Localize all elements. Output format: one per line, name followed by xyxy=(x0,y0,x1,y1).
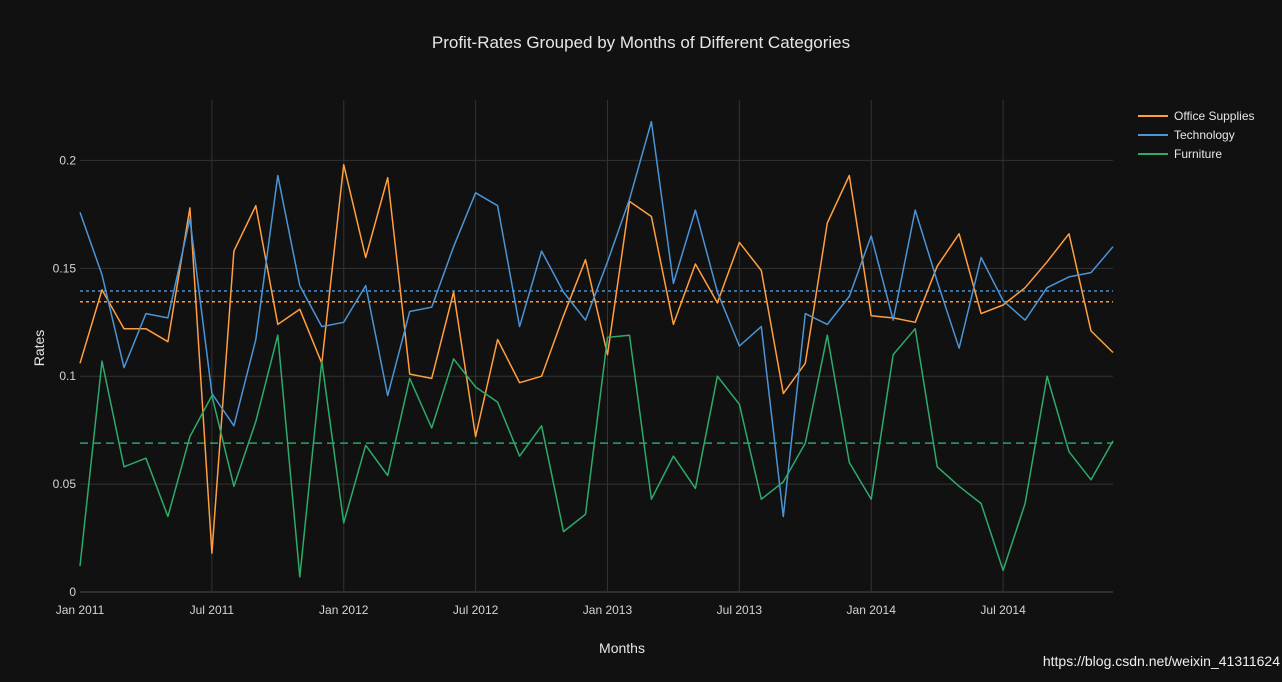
legend-item-technology[interactable]: Technology xyxy=(1138,125,1278,144)
series-line-furniture[interactable] xyxy=(79,327,1114,578)
legend-swatch-technology xyxy=(1138,133,1168,136)
y-tick-label: 0.2 xyxy=(59,153,76,167)
y-tick-label: 0.15 xyxy=(53,261,77,275)
x-tick-label: Jul 2012 xyxy=(453,603,499,617)
chart-title: Profit-Rates Grouped by Months of Differ… xyxy=(431,33,851,52)
legend-swatch-office-supplies xyxy=(1138,114,1168,117)
series-line-office-supplies[interactable] xyxy=(79,163,1114,554)
legend-item-furniture[interactable]: Furniture xyxy=(1138,144,1278,163)
legend-item-office-supplies[interactable]: Office Supplies xyxy=(1138,106,1278,125)
x-tick-label: Jul 2013 xyxy=(717,603,763,617)
x-tick-label: Jul 2011 xyxy=(190,603,235,617)
legend-label-technology: Technology xyxy=(1174,127,1235,142)
x-tick-label: Jan 2011 xyxy=(56,603,105,617)
x-tick-label: Jan 2012 xyxy=(319,603,369,617)
x-axis-label: Months xyxy=(599,640,645,656)
series-line-technology[interactable] xyxy=(79,120,1114,518)
series-layer xyxy=(79,120,1114,578)
y-axis-label: Rates xyxy=(31,329,47,367)
tick-labels-layer: 0 0.05 0.1 0.15 0.2 Jan 2011 Jul 2011 Jan 2012 J… xyxy=(53,153,1026,617)
y-tick-label: 0.1 xyxy=(59,369,76,383)
grid-layer xyxy=(80,100,1113,593)
x-tick-label: Jul 2014 xyxy=(980,603,1026,617)
legend-label-furniture: Furniture xyxy=(1174,146,1223,161)
y-tick-label: 0.05 xyxy=(53,477,77,491)
x-tick-label: Jan 2013 xyxy=(583,603,633,617)
x-tick-label: Jan 2014 xyxy=(847,603,897,617)
legend: Office Supplies Technology Furniture xyxy=(1138,106,1278,163)
legend-label-office-supplies: Office Supplies xyxy=(1174,108,1255,123)
watermark-url: https://blog.csdn.net/weixin_41311624 xyxy=(1042,653,1280,669)
legend-swatch-furniture xyxy=(1138,152,1168,155)
y-tick-label: 0 xyxy=(69,585,76,599)
